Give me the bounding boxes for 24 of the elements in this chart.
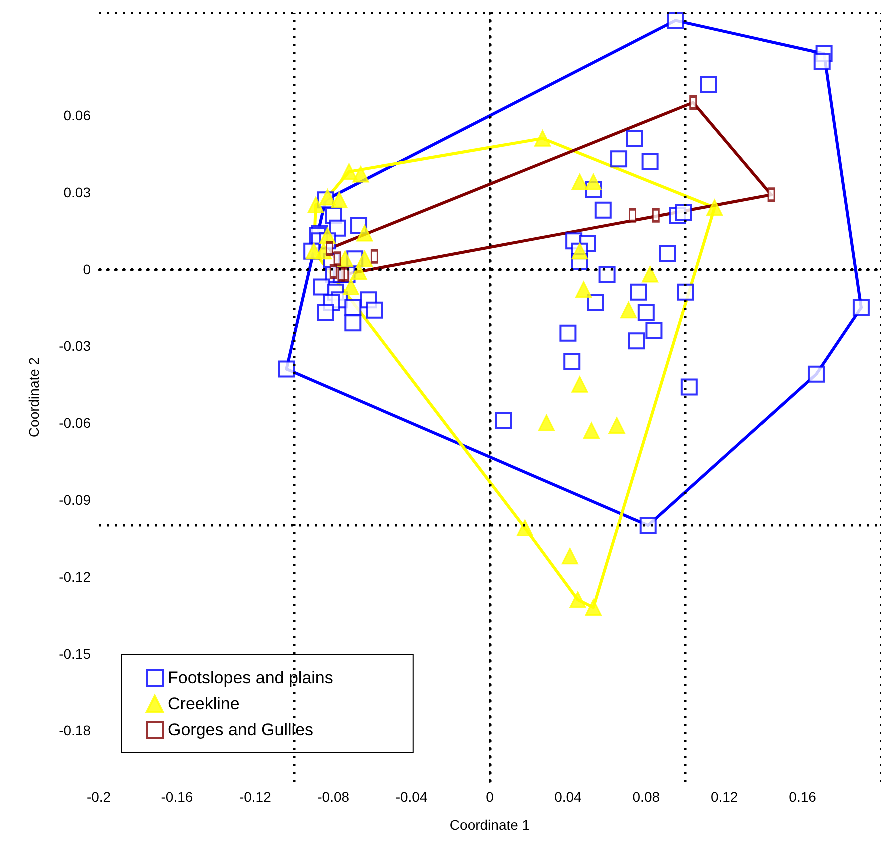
x-tick-label: -0.04 — [396, 789, 428, 805]
x-tick-label: 0.16 — [789, 789, 817, 805]
y-tick-label: 0 — [83, 261, 92, 278]
x-tick-label: -0.16 — [161, 789, 194, 805]
y-tick-label: -0.18 — [59, 722, 92, 739]
x-tick-label: 0.08 — [632, 789, 660, 805]
y-tick-label: -0.09 — [59, 492, 92, 508]
legend-label: Creekline — [168, 694, 240, 714]
y-tick-label: 0.06 — [64, 108, 92, 124]
legend-label: Gorges and Gullies — [168, 720, 314, 740]
y-tick-label: -0.12 — [59, 568, 92, 585]
x-tick-label: 0 — [486, 789, 494, 805]
y-tick-label: 0.03 — [64, 184, 92, 200]
x-tick-label: -0.08 — [318, 789, 350, 805]
y-tick-label: -0.15 — [59, 646, 92, 662]
y-tick-label: -0.03 — [59, 338, 92, 354]
x-axis-title: Coordinate 1 — [450, 817, 530, 833]
y-axis-title: Coordinate 2 — [26, 357, 42, 438]
y-tick-label: -0.06 — [59, 415, 92, 432]
legend-label: Footslopes and plains — [168, 668, 334, 688]
x-tick-label: -0.12 — [239, 789, 272, 805]
x-tick-label: -0.2 — [86, 789, 112, 805]
x-tick-label: 0.12 — [710, 789, 738, 805]
x-tick-label: 0.04 — [554, 789, 582, 805]
